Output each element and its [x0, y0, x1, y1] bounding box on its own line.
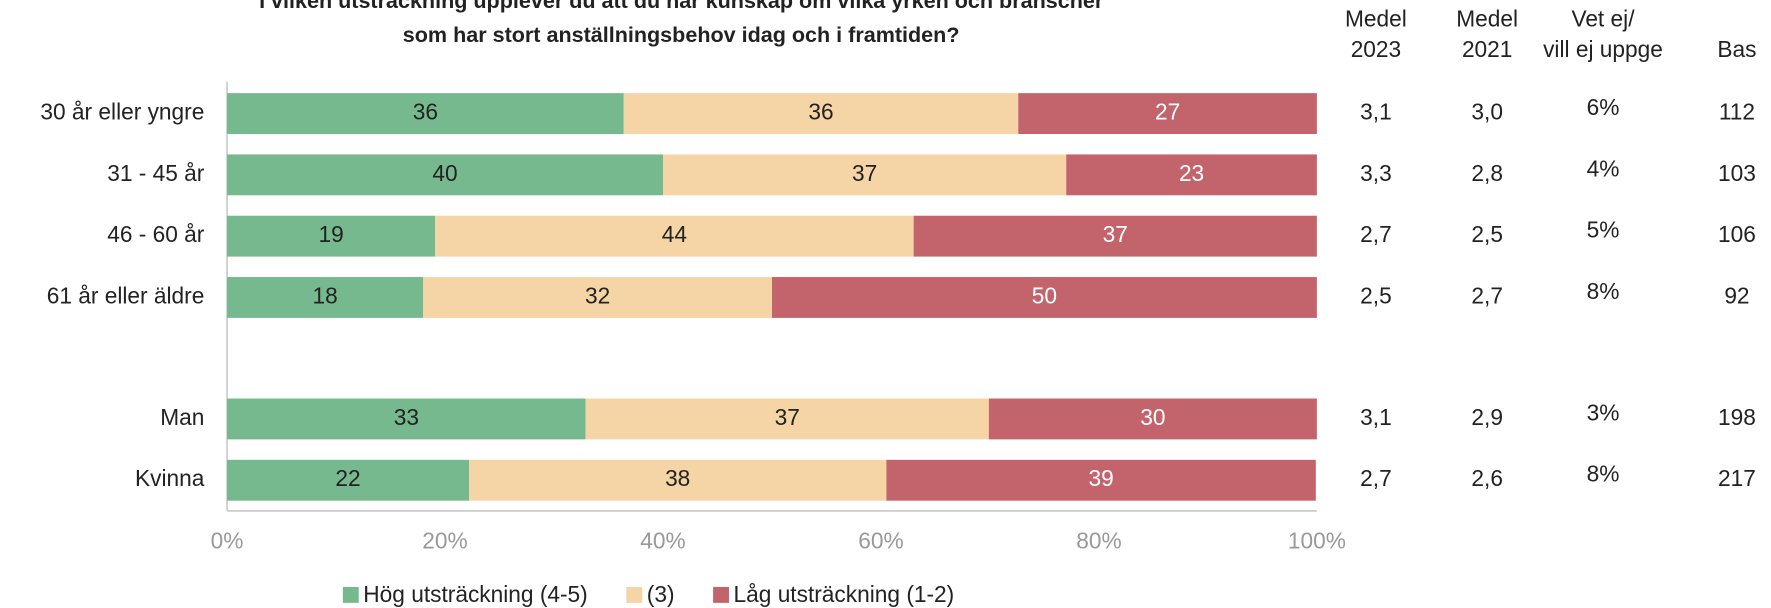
data-label: 37: [775, 404, 800, 430]
data-label: 32: [585, 282, 610, 308]
bar-segment: [1066, 154, 1317, 196]
data-label: 44: [662, 221, 687, 247]
data-label: 23: [1179, 160, 1204, 186]
table-cell: 3,1: [1360, 99, 1392, 125]
data-label: 36: [413, 99, 438, 125]
data-label: 39: [1088, 465, 1113, 491]
table-cell: 2,8: [1471, 160, 1503, 186]
category-label: 31 - 45 år: [107, 160, 205, 186]
data-label: 36: [808, 99, 833, 125]
legend-swatch: [713, 586, 729, 603]
table-cell: 2,7: [1360, 221, 1392, 247]
x-tick-label: 60%: [858, 528, 903, 554]
data-label: 38: [665, 465, 690, 491]
legend-label: Hög utsträckning (4-5): [363, 581, 587, 607]
bar-segment: [227, 398, 586, 440]
table-cell: 3,3: [1360, 160, 1392, 186]
bar-segment: [423, 277, 772, 318]
bar-segment: [1018, 93, 1317, 134]
column-header: Vet ej/: [1571, 5, 1635, 31]
category-label: 46 - 60 år: [107, 221, 205, 247]
category-label: 61 år eller äldre: [47, 282, 205, 308]
legend-swatch: [626, 586, 643, 603]
bar-segment: [227, 93, 624, 134]
category-label: Kvinna: [135, 465, 205, 491]
table-cell: 3,0: [1471, 99, 1503, 125]
data-label: 50: [1032, 282, 1057, 308]
table-cell: 2,5: [1471, 221, 1503, 247]
table-cell: 6%: [1587, 94, 1620, 120]
category-label: 30 år eller yngre: [40, 99, 204, 125]
legend-swatch: [342, 586, 359, 603]
x-tick-label: 100%: [1288, 528, 1346, 554]
data-label: 18: [313, 282, 338, 308]
bar-segment: [227, 459, 469, 501]
chart-title: som har stort anställningsbehov idag och…: [403, 22, 960, 47]
table-cell: 92: [1724, 282, 1749, 308]
data-label: 40: [432, 160, 457, 186]
x-tick-label: 80%: [1076, 528, 1121, 554]
column-header: 2021: [1462, 36, 1512, 62]
data-label: 33: [394, 404, 419, 430]
column-header: Bas: [1717, 36, 1756, 62]
table-cell: 3,1: [1360, 404, 1392, 430]
bar-segment: [227, 277, 424, 318]
column-header: vill ej uppge: [1543, 36, 1663, 62]
category-label: Man: [160, 404, 204, 430]
table-cell: 2,7: [1471, 282, 1503, 308]
bar-segment: [886, 459, 1316, 501]
data-label: 22: [335, 465, 360, 491]
bar-segment: [771, 277, 1317, 318]
column-header: Medel: [1456, 5, 1518, 31]
column-header: Medel: [1345, 5, 1407, 31]
table-cell: 103: [1718, 160, 1756, 186]
bar-segment: [435, 215, 914, 257]
table-cell: 198: [1718, 404, 1756, 430]
table-cell: 5%: [1587, 217, 1620, 243]
table-cell: 3%: [1587, 399, 1620, 425]
data-label: 30: [1140, 404, 1165, 430]
data-label: 37: [852, 160, 877, 186]
data-label: 19: [319, 221, 344, 247]
chart-title: I vilken utsträckning upplever du att du…: [259, 0, 1104, 13]
table-cell: 8%: [1587, 278, 1620, 304]
table-cell: 8%: [1587, 461, 1620, 487]
table-cell: 4%: [1587, 155, 1620, 181]
bar-segment: [988, 398, 1317, 440]
bar-segment: [585, 398, 989, 440]
table-cell: 106: [1718, 221, 1756, 247]
bar-segment: [468, 459, 887, 501]
table-cell: 112: [1719, 99, 1755, 125]
table-cell: 2,5: [1360, 282, 1392, 308]
bar-segment: [623, 93, 1019, 134]
bar-segment: [662, 154, 1067, 196]
bar-segment: [227, 215, 436, 257]
table-cell: 217: [1718, 465, 1756, 491]
data-label: 27: [1155, 99, 1180, 125]
table-cell: 2,7: [1360, 465, 1392, 491]
table-cell: 2,9: [1471, 404, 1503, 430]
x-tick-label: 20%: [422, 528, 467, 554]
table-cell: 2,6: [1471, 465, 1503, 491]
bar-segment: [913, 215, 1317, 257]
bar-segment: [227, 154, 663, 196]
column-header: 2023: [1351, 36, 1401, 62]
x-tick-label: 40%: [640, 528, 685, 554]
legend-label: Låg utsträckning (1-2): [734, 581, 955, 607]
data-label: 37: [1103, 221, 1128, 247]
x-tick-label: 0%: [211, 528, 244, 554]
legend-label: (3): [647, 581, 675, 607]
